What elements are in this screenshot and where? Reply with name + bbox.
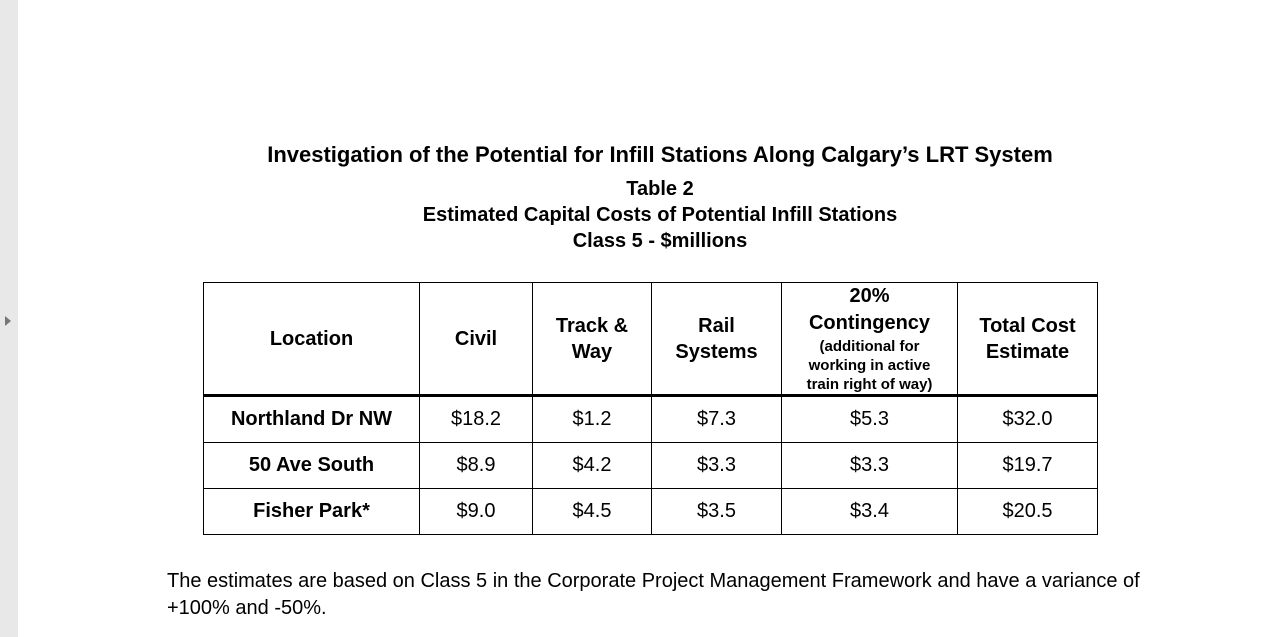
contingency-note: (additional for working in active train … <box>806 338 933 393</box>
document-title: Investigation of the Potential for Infil… <box>267 142 1053 167</box>
cost-cell: $7.3 <box>651 395 782 443</box>
table-row: Fisher Park* $9.0 $4.5 $3.5 $3.4 $20.5 <box>203 488 1098 535</box>
location-cell: Fisher Park* <box>203 488 420 535</box>
location-cell: Northland Dr NW <box>203 395 420 443</box>
header-rail-systems: Rail Systems <box>651 282 782 396</box>
header-total: Total Cost Estimate <box>957 282 1098 396</box>
table-label: Table 2 <box>626 178 694 200</box>
cost-cell: $9.0 <box>419 488 533 535</box>
cost-table: Location Civil Track & Way Rail Systems … <box>203 282 1098 535</box>
cost-cell: $32.0 <box>957 395 1098 443</box>
cost-cell: $3.5 <box>651 488 782 535</box>
table-row: 50 Ave South $8.9 $4.2 $3.3 $3.3 $19.7 <box>203 442 1098 489</box>
table-subtitle: Class 5 - $millions <box>572 230 748 252</box>
cost-cell: $8.9 <box>419 442 533 489</box>
header-contingency: 20% Contingency (additional for working i… <box>781 282 958 396</box>
table-title: Estimated Capital Costs of Potential Inf… <box>422 204 898 226</box>
table-row: Northland Dr NW $18.2 $1.2 $7.3 $5.3 $32.0 <box>203 395 1098 443</box>
header-location: Location <box>203 282 420 396</box>
cost-cell: $19.7 <box>957 442 1098 489</box>
cost-cell: $20.5 <box>957 488 1098 535</box>
cost-cell: $3.3 <box>781 442 958 489</box>
header-track-way: Track & Way <box>532 282 652 396</box>
cost-cell: $18.2 <box>419 395 533 443</box>
cost-cell: $3.4 <box>781 488 958 535</box>
cost-cell: $1.2 <box>532 395 652 443</box>
cost-cell: $4.5 <box>532 488 652 535</box>
cost-cell: $3.3 <box>651 442 782 489</box>
cost-cell: $5.3 <box>781 395 958 443</box>
expand-arrow-icon[interactable] <box>5 316 11 326</box>
location-cell: 50 Ave South <box>203 442 420 489</box>
cost-cell: $4.2 <box>532 442 652 489</box>
footnote: The estimates are based on Class 5 in th… <box>167 570 1140 619</box>
table-header-row: Location Civil Track & Way Rail Systems … <box>203 282 1098 396</box>
header-civil: Civil <box>419 282 533 396</box>
